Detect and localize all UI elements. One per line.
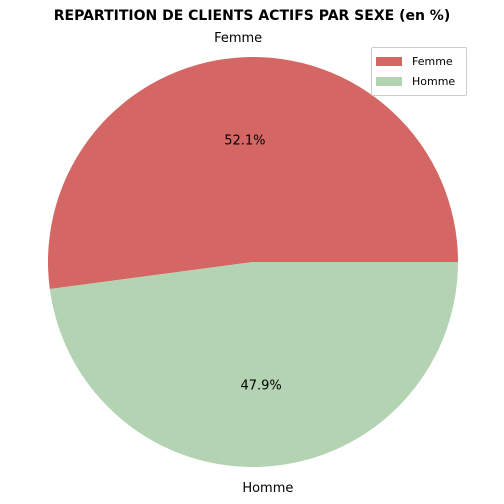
chart-title: REPARTITION DE CLIENTS ACTIFS PAR SEXE (… bbox=[53, 8, 451, 24]
pie-slice-femme bbox=[47, 56, 458, 289]
legend-label-femme: Femme bbox=[412, 54, 453, 68]
slice-label-femme: Femme bbox=[214, 31, 262, 46]
pie-slice-homme bbox=[49, 262, 459, 467]
legend-label-homme: Homme bbox=[412, 74, 456, 88]
slice-percent-homme: 47.9% bbox=[240, 379, 281, 394]
legend-entry-femme: Femme bbox=[376, 51, 462, 71]
legend-entry-homme: Homme bbox=[376, 71, 462, 91]
legend-swatch-femme bbox=[376, 56, 402, 66]
legend-swatch-homme bbox=[376, 76, 402, 86]
slice-label-homme: Homme bbox=[242, 481, 293, 496]
slice-percent-femme: 52.1% bbox=[224, 133, 265, 148]
legend: Femme Homme bbox=[371, 47, 467, 96]
pie-slices bbox=[47, 56, 459, 467]
pie-labels: Femme 52.1% Homme 47.9% bbox=[214, 31, 293, 496]
